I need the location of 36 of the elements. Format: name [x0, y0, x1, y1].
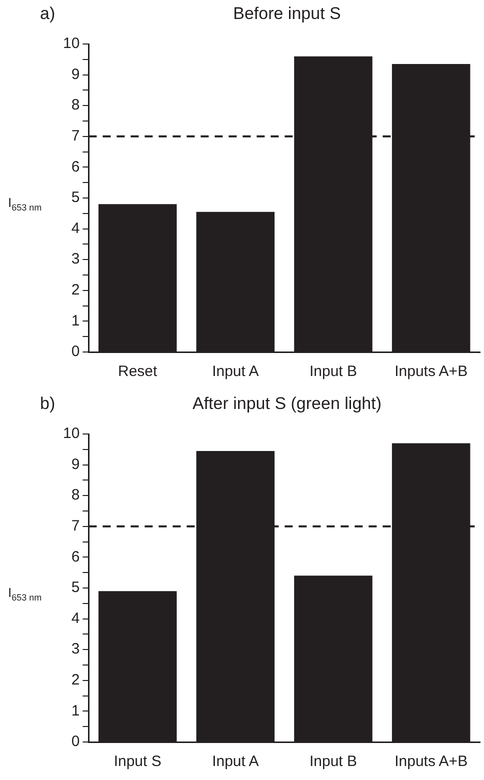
x-tick-label: Input A [212, 363, 259, 380]
y-tick-label: 0 [71, 343, 80, 360]
y-tick-label: 10 [62, 425, 80, 442]
y-tick-label: 8 [71, 96, 80, 114]
y-tick-label: 5 [71, 189, 80, 206]
y-axis-title: I$_{653 nm}$ [8, 195, 42, 213]
y-tick-label: 3 [71, 640, 80, 658]
y-axis-title: I$_{653 nm}$ [8, 585, 42, 603]
chart-title: After input S (green light) [192, 394, 382, 414]
x-tick-label: Input S [114, 753, 162, 770]
y-tick-label: 9 [71, 66, 80, 83]
y-tick-label: 2 [71, 672, 80, 689]
y-tick-label: 3 [71, 250, 80, 268]
y-tick-label: 4 [71, 220, 80, 237]
y-tick-label: 8 [71, 486, 80, 504]
y-tick-label: 9 [71, 456, 80, 473]
chart-title: Before input S [232, 4, 342, 24]
text: b) [40, 394, 56, 414]
x-tick-label: Reset [118, 363, 158, 380]
y-tick-label: 6 [71, 158, 80, 176]
x-tick-label: Input A [212, 753, 259, 770]
x-tick-label: Input B [309, 753, 358, 770]
y-tick-label: 6 [71, 548, 80, 566]
y-tick-label: 2 [71, 282, 80, 299]
y-tick-label: 1 [71, 702, 80, 720]
x-tick-label: Inputs A+B [394, 753, 468, 770]
x-tick-label: Input B [309, 363, 358, 380]
text: a) [40, 4, 56, 24]
y-tick-label: 7 [71, 128, 80, 145]
y-tick-label: 7 [71, 518, 80, 535]
y-tick-label: 10 [62, 35, 80, 52]
x-tick-label: Inputs A+B [394, 363, 468, 380]
y-tick-label: 1 [71, 312, 80, 330]
y-tick-label: 4 [71, 610, 80, 627]
y-tick-label: 0 [71, 733, 80, 750]
y-tick-label: 5 [71, 579, 80, 596]
